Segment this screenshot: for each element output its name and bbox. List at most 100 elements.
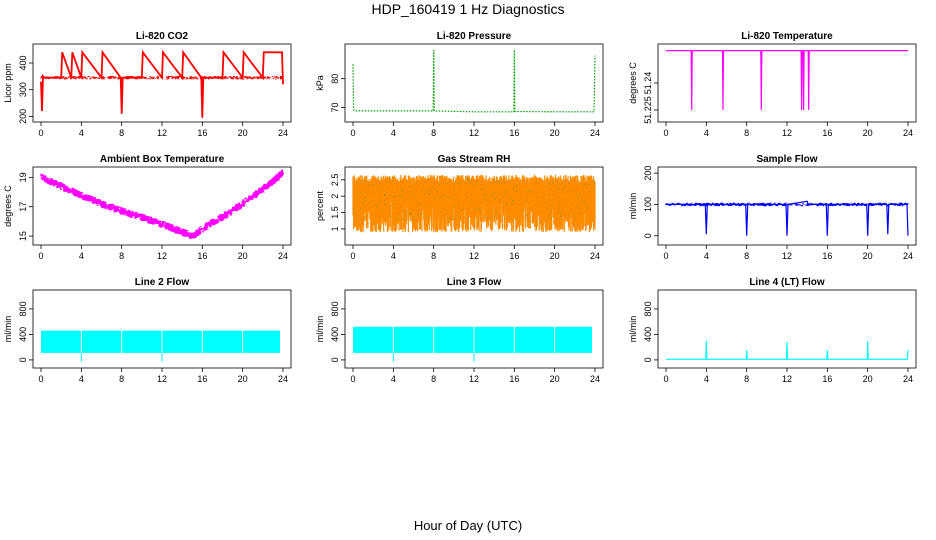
x-tick-label: 24 [278,128,288,138]
x-tick-label: 16 [822,374,832,384]
x-tick-label: 12 [157,128,167,138]
y-axis-label: ml/min [628,316,638,343]
x-tick-label: 0 [663,251,668,261]
chart-panel: Ambient Box Temperature 0 4 8 12 16 20 24 15 17 19… [3,154,292,261]
x-tick-label: 12 [157,251,167,261]
y-axis-label: ml/min [3,316,13,343]
x-tick-label: 16 [509,251,519,261]
chart-panel: Line 4 (LT) Flow 0 4 8 12 16 20 24 0 400 800 ml/min [628,277,917,384]
y-tick-label: 400 [18,327,28,342]
chart-panel: Sample Flow 0 4 8 12 16 20 24 0 100 200 ml/min [628,154,917,261]
chart-title: Li-820 Temperature [741,31,833,42]
x-tick-label: 4 [79,128,84,138]
x-tick-label: 4 [79,374,84,384]
x-tick-label: 20 [863,128,873,138]
chart-panel: Li-820 Temperature 0 4 8 12 16 20 24 51.22551.24… [628,31,917,138]
x-tick-label: 16 [197,251,207,261]
x-tick-label: 8 [119,251,124,261]
y-axis-label: degrees C [628,62,638,104]
y-tick-label: 0 [643,233,653,238]
x-tick-label: 24 [590,251,600,261]
x-tick-label: 12 [782,374,792,384]
x-tick-label: 16 [509,128,519,138]
x-tick-label: 8 [431,374,436,384]
chart-panel: Li-820 Pressure 0 4 8 12 16 20 24 70 80 kPa [315,31,604,138]
y-axis-label: ml/min [628,193,638,220]
x-tick-label: 12 [469,251,479,261]
y-axis-label: degrees C [3,185,13,227]
y-tick-label: 200 [643,166,653,181]
series-line [666,200,909,236]
y-tick-label: 0 [643,357,653,362]
x-tick-label: 8 [119,374,124,384]
y-tick-label: 800 [18,301,28,316]
x-tick-label: 20 [550,374,560,384]
y-tick-label: 51.225 [643,96,653,124]
chart-title: Line 3 Flow [447,277,502,288]
y-tick-label: 800 [643,301,653,316]
noise-dots [353,176,596,223]
x-tick-label: 0 [38,251,43,261]
series-line [352,49,596,113]
x-tick-label: 12 [782,128,792,138]
series-line [40,49,284,118]
x-tick-label: 12 [469,128,479,138]
x-tick-label: 0 [350,251,355,261]
x-tick-label: 4 [391,251,396,261]
x-tick-label: 20 [238,374,248,384]
x-tick-label: 20 [550,128,560,138]
x-tick-label: 8 [744,374,749,384]
x-tick-label: 4 [79,251,84,261]
x-tick-label: 8 [119,128,124,138]
x-tick-label: 0 [663,374,668,384]
series-line [666,49,908,111]
x-tick-label: 8 [431,251,436,261]
chart-title: Li-820 Pressure [437,31,512,42]
flow-band [353,326,592,353]
chart-title: Gas Stream RH [438,154,511,165]
y-tick-label: 0 [330,357,340,362]
y-tick-label: 400 [643,327,653,342]
chart-title: Line 4 (LT) Flow [749,277,825,288]
plot-frame [32,166,292,246]
x-tick-label: 16 [822,251,832,261]
x-tick-label: 20 [863,251,873,261]
x-tick-label: 24 [590,128,600,138]
y-tick-label: 2.5 [330,174,340,187]
noise-band [39,169,285,239]
x-tick-label: 12 [469,374,479,384]
flow-band [41,330,280,353]
chart-title: Ambient Box Temperature [100,154,225,165]
x-tick-label: 0 [663,128,668,138]
x-tick-label: 20 [238,128,248,138]
plot-frame [657,43,917,123]
y-tick-label: 200 [18,109,28,124]
y-tick-label: 800 [330,301,340,316]
x-tick-label: 20 [550,251,560,261]
y-tick-label: 300 [18,82,28,97]
x-tick-label: 8 [744,128,749,138]
x-axis-caption: Hour of Day (UTC) [413,518,523,533]
x-tick-label: 12 [157,374,167,384]
y-tick-label: 0 [18,357,28,362]
chart-panel: Gas Stream RH 0 4 8 12 16 20 24 1 1.5 2 2.5 percent [315,154,604,261]
x-tick-label: 0 [350,128,355,138]
y-tick-label: 100 [643,197,653,212]
chart-title: Li-820 CO2 [136,31,189,42]
x-tick-label: 4 [704,374,709,384]
x-tick-label: 24 [278,374,288,384]
x-tick-label: 12 [782,251,792,261]
y-tick-label: 70 [330,102,340,112]
y-tick-label: 1.5 [330,206,340,219]
x-tick-label: 16 [509,374,519,384]
y-tick-label: 19 [18,172,28,182]
x-tick-label: 16 [197,128,207,138]
chart-title: Line 2 Flow [135,277,190,288]
y-axis-label: ml/min [315,316,325,343]
y-tick-label: 80 [330,74,340,84]
chart-panel: Line 3 Flow 0 4 8 12 16 20 24 0 400 800 ml/min [315,277,604,384]
noise-band [352,174,596,233]
y-tick-label: 51.24 [643,72,653,95]
x-tick-label: 4 [391,374,396,384]
